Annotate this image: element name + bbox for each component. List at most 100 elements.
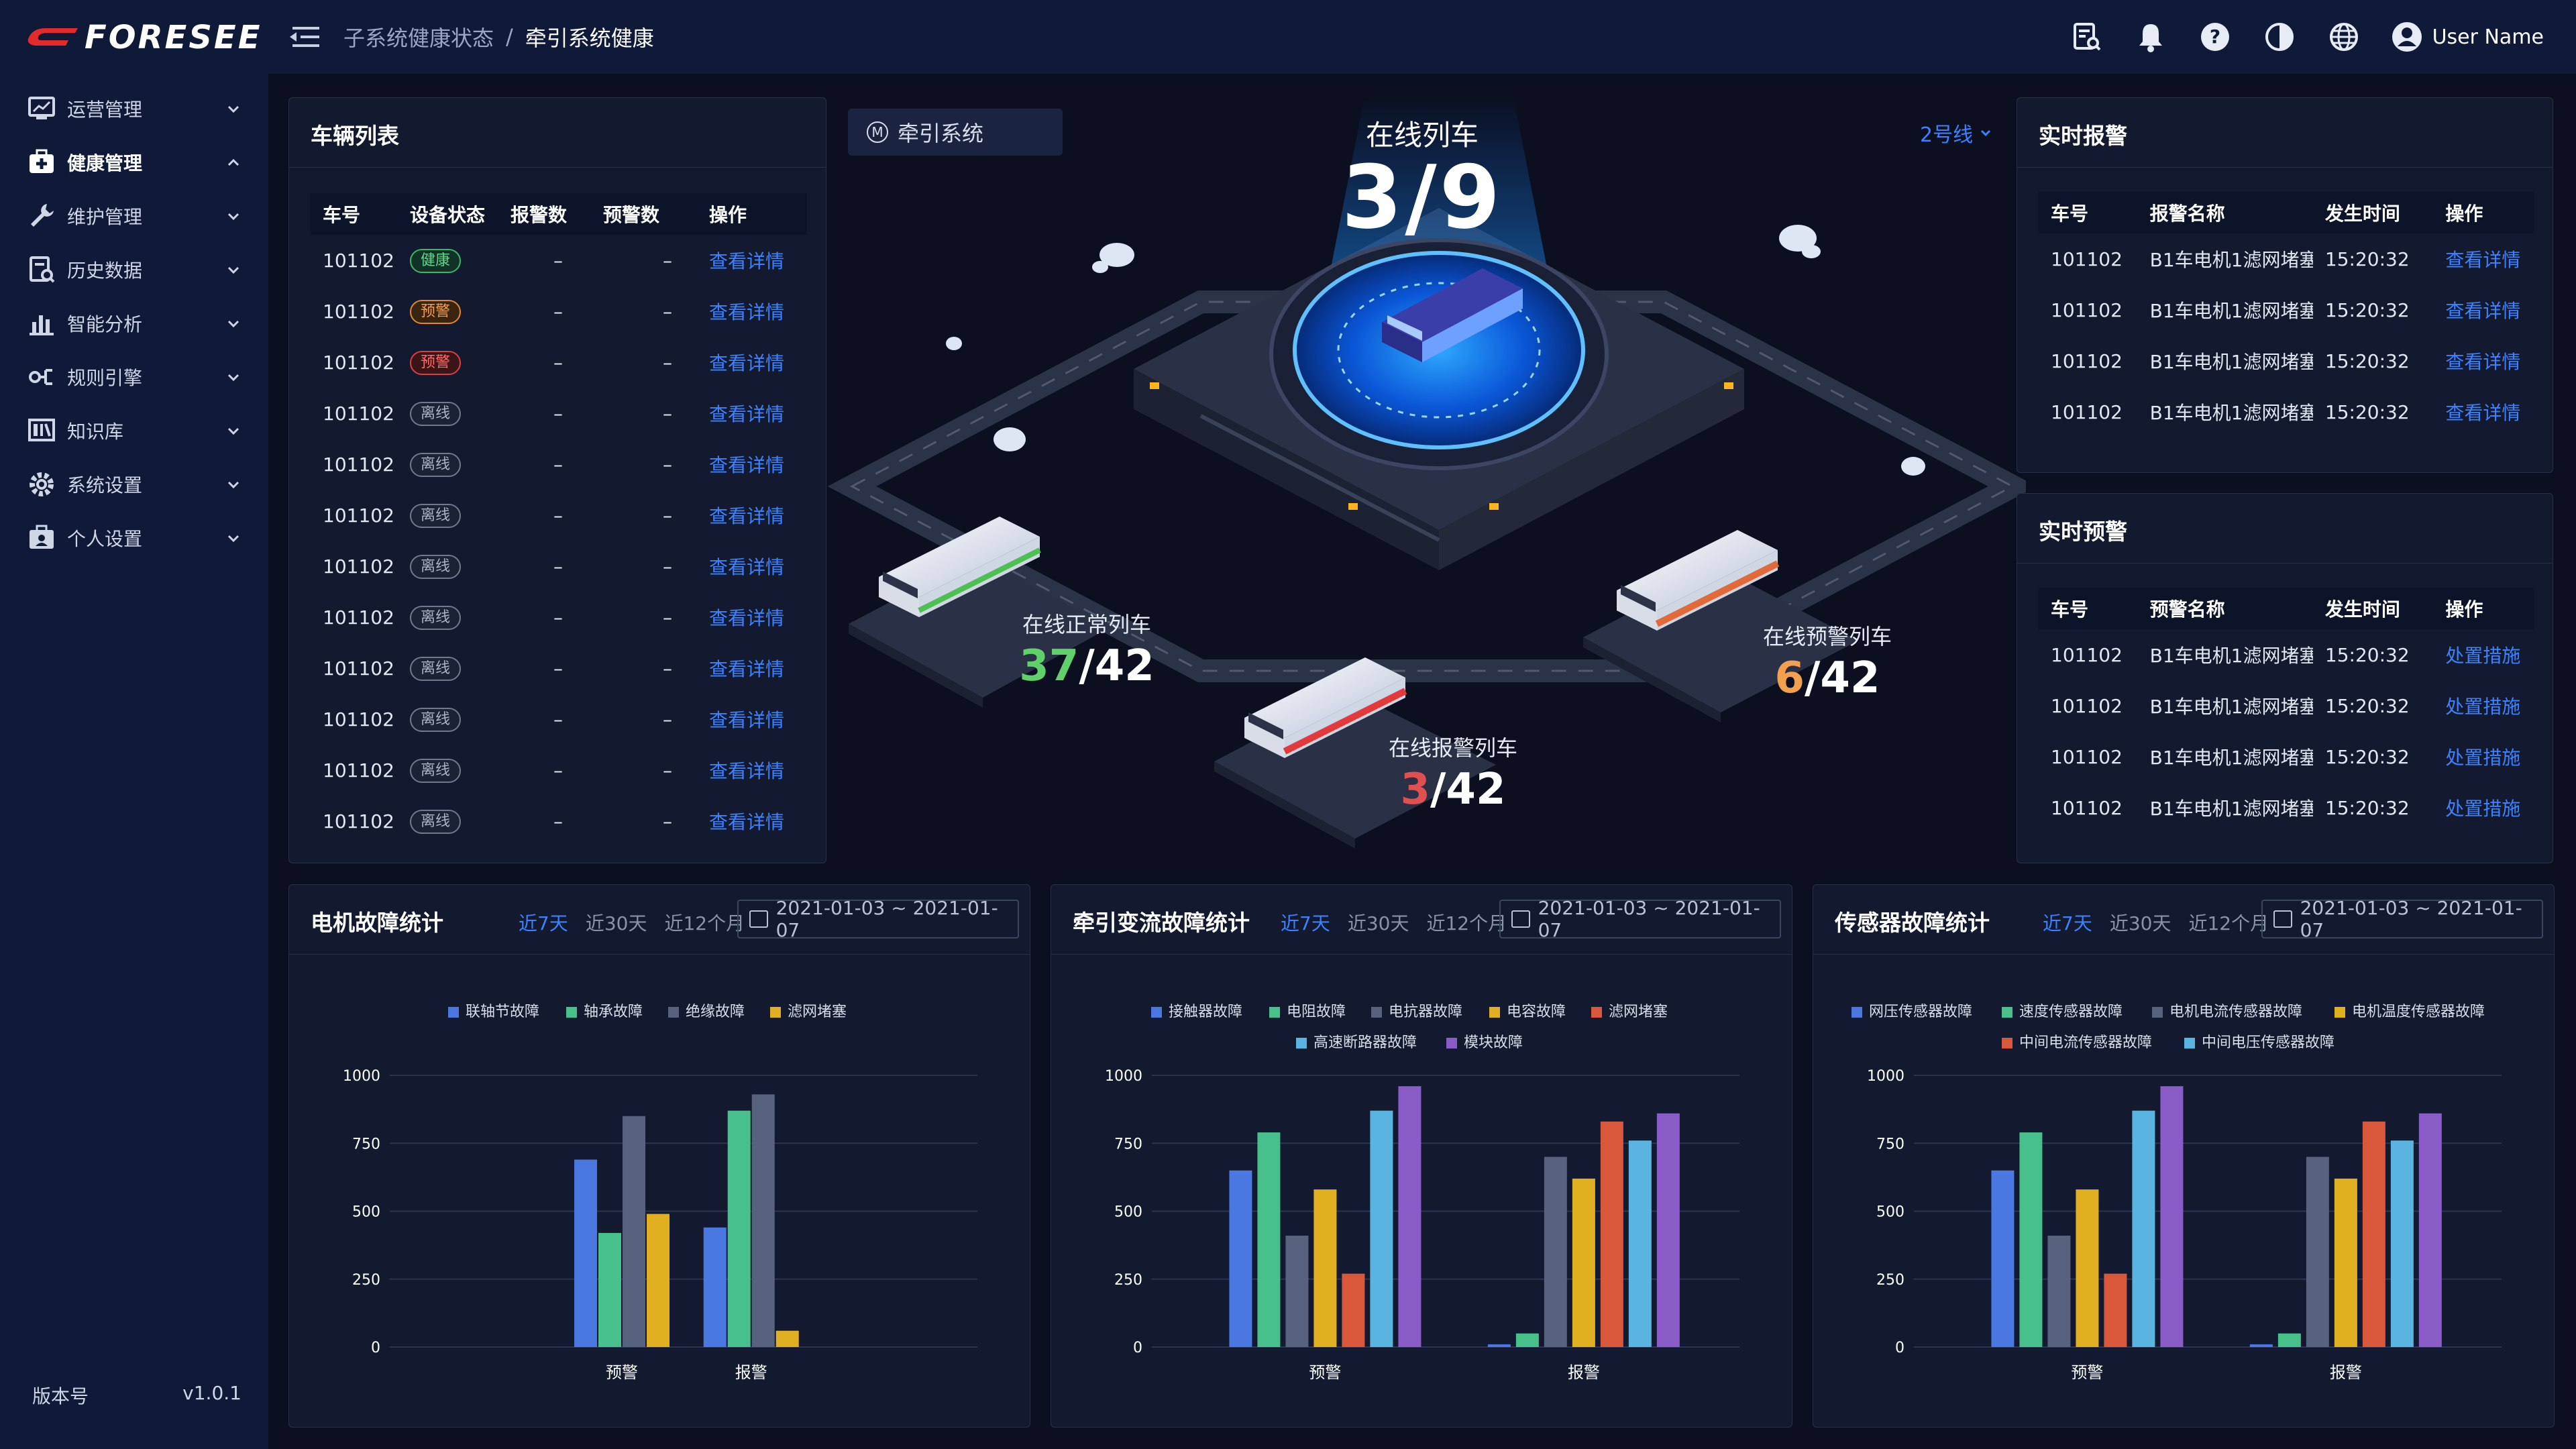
report-button[interactable] xyxy=(2069,19,2104,54)
chart-panel-2: 传感器故障统计 近7天 近30天 近12个月 2021-01-03 ~ 2021-01-… xyxy=(1813,884,2555,1428)
date-range-picker[interactable]: 2021-01-03 ~ 2021-01-07 xyxy=(737,897,1019,941)
bar-0-2 xyxy=(2047,1235,2071,1347)
col-header-id: 车号 xyxy=(323,204,361,226)
range-tab-0[interactable]: 近7天 xyxy=(519,912,568,934)
view-details-link[interactable]: 查看详情 xyxy=(709,658,785,680)
range-tab-0[interactable]: 近7天 xyxy=(1281,912,1330,934)
line-select-dropdown[interactable]: 2号线 xyxy=(1920,118,1993,148)
view-details-link[interactable]: 查看详情 xyxy=(2445,351,2521,373)
view-details-link[interactable]: 查看详情 xyxy=(709,760,785,782)
legend-label: 网压传感器故障 xyxy=(1869,1004,1972,1020)
handling-measures-link[interactable]: 处置措施 xyxy=(2445,747,2521,769)
handling-measures-link[interactable]: 处置措施 xyxy=(2445,798,2521,820)
sidebar-item-label: 个人设置 xyxy=(67,528,143,550)
col-header-time: 发生时间 xyxy=(2324,203,2400,225)
sidebar-item-8[interactable]: 个人设置 xyxy=(0,511,268,565)
medical-kit-icon xyxy=(27,148,56,177)
warning-count-cell: – xyxy=(663,402,672,425)
notifications-button[interactable] xyxy=(2133,19,2168,54)
y-tick-label: 1000 xyxy=(343,1068,380,1085)
calendar-icon xyxy=(1511,910,1530,928)
help-button[interactable]: ? xyxy=(2198,19,2233,54)
view-details-link[interactable]: 查看详情 xyxy=(2445,300,2521,322)
breadcrumb-parent-link[interactable]: 子系统健康状态 xyxy=(343,25,494,51)
vehicle-id-cell: 101102 xyxy=(323,351,394,374)
range-tab-2[interactable]: 近12个月 xyxy=(1426,912,1507,934)
warning-trains-label: 在线预警列车 xyxy=(1762,624,1892,649)
bar-1-6 xyxy=(1656,1113,1680,1347)
alarm-count-cell: – xyxy=(553,657,563,680)
handling-measures-link[interactable]: 处置措施 xyxy=(2445,696,2521,718)
view-details-link[interactable]: 查看详情 xyxy=(709,352,785,374)
vehicle-status-cell: 预警 xyxy=(398,350,498,375)
status-badge: 离线 xyxy=(410,453,462,477)
sidebar-item-2[interactable]: 维护管理 xyxy=(0,189,268,243)
menu-toggle-button[interactable] xyxy=(287,20,323,54)
event-time-cell: 15:20:32 xyxy=(2324,745,2410,768)
view-details-link[interactable]: 查看详情 xyxy=(2445,249,2521,271)
vehicle-table-row: 101102 离线 – – 查看详情 xyxy=(311,643,807,694)
alarm-count-cell: – xyxy=(553,555,563,578)
bar-1-4 xyxy=(2362,1121,2385,1347)
version-number: v1.0.1 xyxy=(182,1382,241,1404)
view-details-link[interactable]: 查看详情 xyxy=(709,403,785,425)
range-tab-1[interactable]: 近30天 xyxy=(585,912,647,934)
view-details-link[interactable]: 查看详情 xyxy=(2445,402,2521,424)
view-details-link[interactable]: 查看详情 xyxy=(709,301,785,323)
bar-1-6 xyxy=(2418,1113,2442,1347)
view-details-link[interactable]: 查看详情 xyxy=(709,811,785,833)
panel-divider xyxy=(289,167,826,168)
bar-0-6 xyxy=(2160,1086,2184,1347)
view-details-link[interactable]: 查看详情 xyxy=(709,709,785,731)
vehicle-id-cell: 101102 xyxy=(2051,350,2123,372)
range-tab-1[interactable]: 近30天 xyxy=(1347,912,1409,934)
y-tick-label: 0 xyxy=(1133,1340,1142,1356)
view-details-link[interactable]: 查看详情 xyxy=(709,250,785,272)
warnings-table-header: 车号 预警名称 发生时间 操作 xyxy=(2039,588,2534,629)
bar-0-1 xyxy=(1257,1132,1281,1347)
vehicle-id-cell: 101102 xyxy=(2051,643,2123,666)
sidebar-item-3[interactable]: 历史数据 xyxy=(0,243,268,297)
view-details-link[interactable]: 查看详情 xyxy=(709,454,785,476)
warning-trains-stat: 在线预警列车 6/42 xyxy=(1747,620,1908,703)
theme-toggle-button[interactable] xyxy=(2262,19,2297,54)
event-time-cell: 15:20:32 xyxy=(2324,643,2410,666)
range-tab-2[interactable]: 近12个月 xyxy=(664,912,745,934)
view-details-link[interactable]: 查看详情 xyxy=(709,556,785,578)
panel-divider xyxy=(2017,167,2553,168)
handling-measures-link[interactable]: 处置措施 xyxy=(2445,645,2521,667)
date-range-picker[interactable]: 2021-01-03 ~ 2021-01-07 xyxy=(1499,897,1781,941)
date-range-picker[interactable]: 2021-01-03 ~ 2021-01-07 xyxy=(2261,897,2543,941)
top-bar: FORESEE 子系统健康状态 / 牵引系统健康 xyxy=(0,0,2576,74)
sidebar-item-7[interactable]: 系统设置 xyxy=(0,458,268,511)
bar-0-3 xyxy=(1313,1189,1337,1347)
legend-label: 绝缘故障 xyxy=(686,1004,745,1020)
col-header-id: 车号 xyxy=(2051,203,2089,225)
sidebar-item-4[interactable]: 智能分析 xyxy=(0,297,268,350)
bar-1-3 xyxy=(1572,1178,1595,1347)
range-tab-1[interactable]: 近30天 xyxy=(2109,912,2171,934)
sidebar-item-5[interactable]: 规则引擎 xyxy=(0,350,268,404)
breadcrumb-separator: / xyxy=(506,24,513,50)
calendar-icon xyxy=(749,910,768,928)
warning-count-cell: – xyxy=(663,300,672,323)
sidebar-item-6[interactable]: 知识库 xyxy=(0,404,268,458)
sidebar-item-0[interactable]: 运营管理 xyxy=(0,82,268,136)
language-button[interactable] xyxy=(2326,19,2361,54)
bar-0-1 xyxy=(598,1232,622,1347)
vehicle-status-cell: 离线 xyxy=(398,655,498,681)
event-time-cell: 15:20:32 xyxy=(2324,400,2410,423)
cloud-decoration xyxy=(946,225,1925,476)
col-header-action: 操作 xyxy=(2445,598,2483,621)
view-details-link[interactable]: 查看详情 xyxy=(709,505,785,527)
user-menu[interactable]: User Name xyxy=(2391,19,2544,54)
sidebar-item-label: 健康管理 xyxy=(67,152,143,174)
range-tab-2[interactable]: 近12个月 xyxy=(2188,912,2269,934)
sidebar-item-1[interactable]: 健康管理 xyxy=(0,136,268,189)
realtime-warnings-panel: 实时预警 车号 预警名称 发生时间 操作 101102 B1车电机1滤网堵塞 15:… xyxy=(2017,493,2553,863)
view-details-link[interactable]: 查看详情 xyxy=(709,607,785,629)
alarm-count-cell: – xyxy=(553,810,563,833)
range-tab-0[interactable]: 近7天 xyxy=(2043,912,2092,934)
document-search-icon xyxy=(27,255,56,284)
bar-0-3 xyxy=(647,1214,670,1347)
